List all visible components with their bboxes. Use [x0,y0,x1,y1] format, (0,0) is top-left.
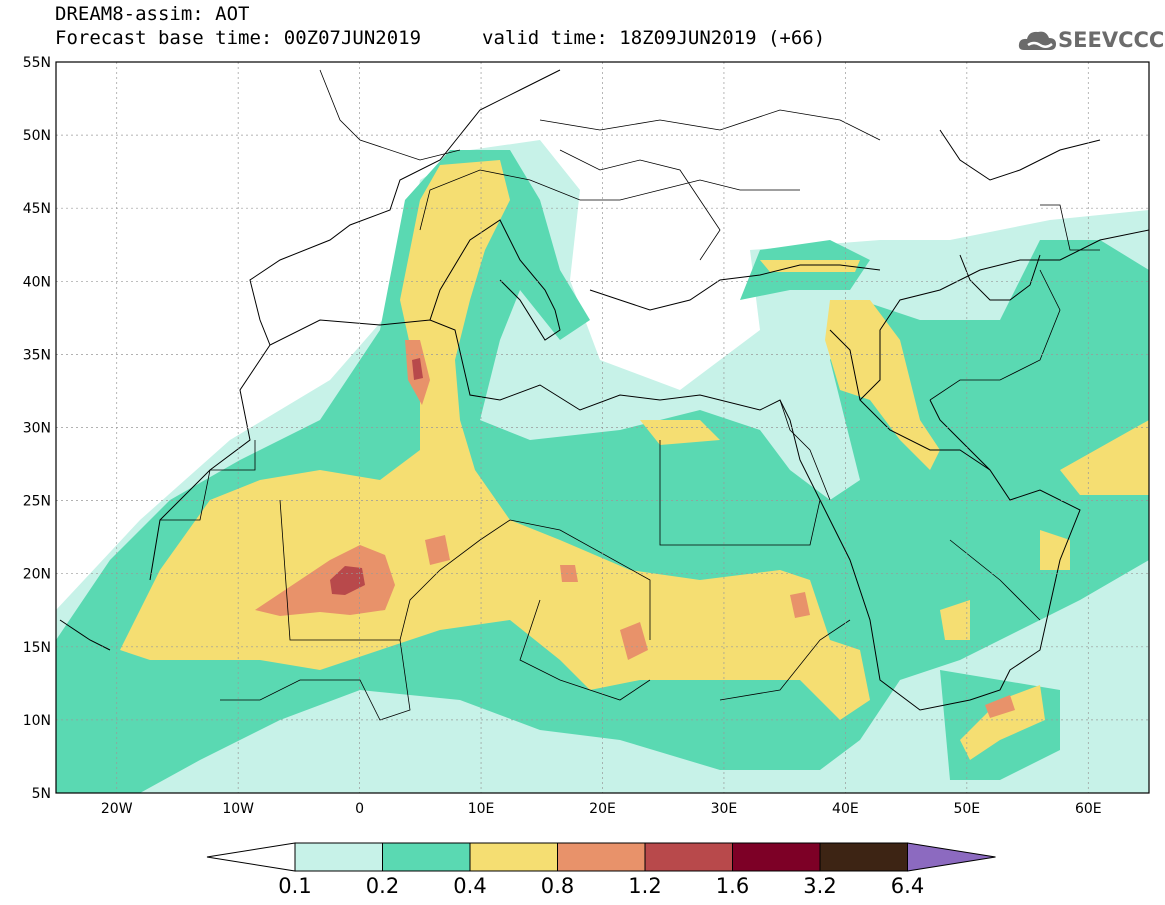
lat-label: 30N [23,421,51,437]
lon-label: 20W [101,801,133,817]
longitude-labels: 20W 10W 0 10E 20E 30E 40E 50E 60E [101,801,1102,817]
latitude-labels: 55N 50N 45N 40N 35N 30N 25N 20N 15N 10N 5N [23,55,51,802]
colorbar-segment [382,842,471,872]
colorbar-above-arrow [907,842,996,872]
aot-band-1.2 [330,358,423,595]
colorbar-segment [644,842,733,872]
forecast-base-time: Forecast base time: 00Z07JUN2019 [55,27,422,49]
lat-label: 40N [23,274,51,290]
lat-label: 35N [23,347,51,363]
colorbar-label: 0.2 [366,874,399,898]
colorbar-label: 3.2 [803,874,836,898]
colorbar-segment [557,842,646,872]
coastlines [59,69,1149,711]
lon-label: 0 [355,801,364,817]
lat-label: 20N [23,567,51,583]
lat-label: 5N [32,786,51,802]
colorbar-segment [732,842,821,872]
colorbar-segment [819,842,908,872]
colorbar [206,842,996,872]
colorbar-label: 1.2 [628,874,661,898]
lon-label: 50E [953,801,980,817]
lon-label: 10W [222,801,254,817]
lat-label: 15N [23,640,51,656]
valid-time: valid time: 18Z09JUN2019 (+66) [482,27,826,49]
lon-label: 10E [468,801,495,817]
lat-label: 55N [23,55,51,71]
map-frame [55,61,1150,794]
colorbar-labels: 0.1 0.2 0.4 0.8 1.2 1.6 3.2 6.4 [278,874,924,898]
lon-label: 20E [589,801,616,817]
lon-label: 30E [711,801,738,817]
colorbar-label: 6.4 [891,874,924,898]
colorbar-segment [469,842,558,872]
colorbar-segment [294,842,383,872]
lat-label: 45N [23,201,51,217]
aot-band-0.8 [255,340,1015,718]
graticule [56,62,1149,793]
country-borders [160,69,1100,721]
colorbar-label: 0.4 [453,874,486,898]
lat-label: 10N [23,713,51,729]
map-title: DREAM8-assim: AOT [55,3,250,25]
cloud-logo-icon [1018,31,1056,50]
colorbar-label: 1.6 [716,874,749,898]
lon-label: 40E [832,801,859,817]
lon-label: 60E [1075,801,1102,817]
colorbar-label: 0.8 [541,874,574,898]
colorbar-below-arrow [206,842,296,872]
logo-text: SEEVCCC [1058,28,1165,52]
lat-label: 50N [23,128,51,144]
colorbar-label: 0.1 [278,874,311,898]
lat-label: 25N [23,494,51,510]
